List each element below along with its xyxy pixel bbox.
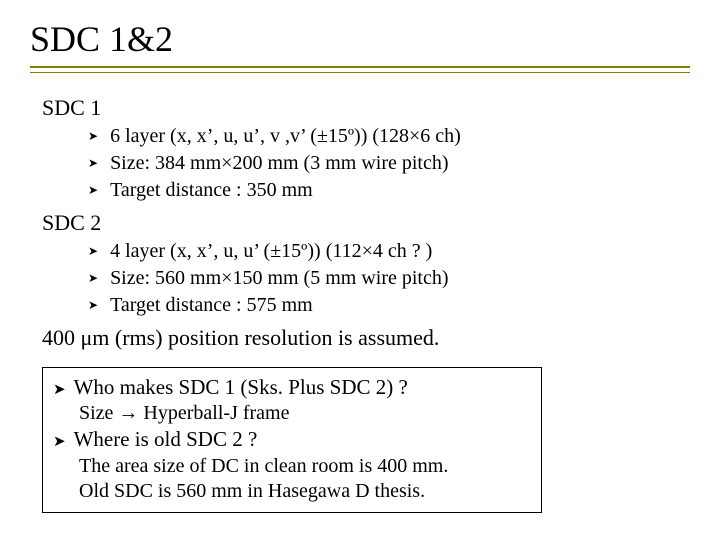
sdc2-label: SDC 2 (42, 210, 690, 236)
bullet-arrow-icon: ➤ (88, 297, 98, 313)
bullet-arrow-icon: ➤ (88, 155, 98, 171)
question-text: Who makes SDC 1 (Sks. Plus SDC 2) ? (74, 374, 408, 401)
bullet-text: Target distance : 575 mm (110, 292, 313, 319)
list-item: ➤ 4 layer (x, x’, u, u’ (±15º)) (112×4 c… (88, 238, 690, 265)
sdc2-bullets: ➤ 4 layer (x, x’, u, u’ (±15º)) (112×4 c… (88, 238, 690, 319)
list-item: ➤ 6 layer (x, x’, u, u’, v ,v’ (±15º)) (… (88, 123, 690, 150)
bullet-text: Size: 560 mm×150 mm (5 mm wire pitch) (110, 265, 448, 292)
resolution-line: 400 μm (rms) position resolution is assu… (42, 325, 690, 351)
bullet-arrow-icon: ➤ (88, 182, 98, 198)
list-item: ➤ Size: 560 mm×150 mm (5 mm wire pitch) (88, 265, 690, 292)
bullet-text: 4 layer (x, x’, u, u’ (±15º)) (112×4 ch … (110, 238, 432, 265)
title-rule-thin (30, 72, 690, 73)
sdc1-label: SDC 1 (42, 95, 690, 121)
bullet-arrow-icon: ➤ (53, 432, 66, 452)
answer-text: Old SDC is 560 mm in Hasegawa D thesis. (79, 479, 531, 504)
answer-text: The area size of DC in clean room is 400… (79, 454, 531, 479)
slide-title: SDC 1&2 (30, 18, 690, 66)
bullet-arrow-icon: ➤ (88, 270, 98, 286)
bullet-text: Size: 384 mm×200 mm (3 mm wire pitch) (110, 150, 448, 177)
title-rule-thick (30, 66, 690, 68)
bullet-arrow-icon: ➤ (88, 243, 98, 259)
bullet-arrow-icon: ➤ (88, 128, 98, 144)
question-row: ➤ Who makes SDC 1 (Sks. Plus SDC 2) ? (53, 374, 531, 401)
bullet-text: Target distance : 350 mm (110, 177, 313, 204)
bullet-arrow-icon: ➤ (53, 380, 66, 400)
bullet-text: 6 layer (x, x’, u, u’, v ,v’ (±15º)) (12… (110, 123, 461, 150)
question-box: ➤ Who makes SDC 1 (Sks. Plus SDC 2) ? Si… (42, 367, 542, 513)
list-item: ➤ Target distance : 575 mm (88, 292, 690, 319)
answer-text: Size → Hyperball-J frame (79, 401, 531, 426)
sdc1-bullets: ➤ 6 layer (x, x’, u, u’, v ,v’ (±15º)) (… (88, 123, 690, 204)
list-item: ➤ Size: 384 mm×200 mm (3 mm wire pitch) (88, 150, 690, 177)
slide: SDC 1&2 SDC 1 ➤ 6 layer (x, x’, u, u’, v… (0, 0, 720, 540)
question-row: ➤ Where is old SDC 2 ? (53, 426, 531, 453)
list-item: ➤ Target distance : 350 mm (88, 177, 690, 204)
question-text: Where is old SDC 2 ? (74, 426, 258, 453)
